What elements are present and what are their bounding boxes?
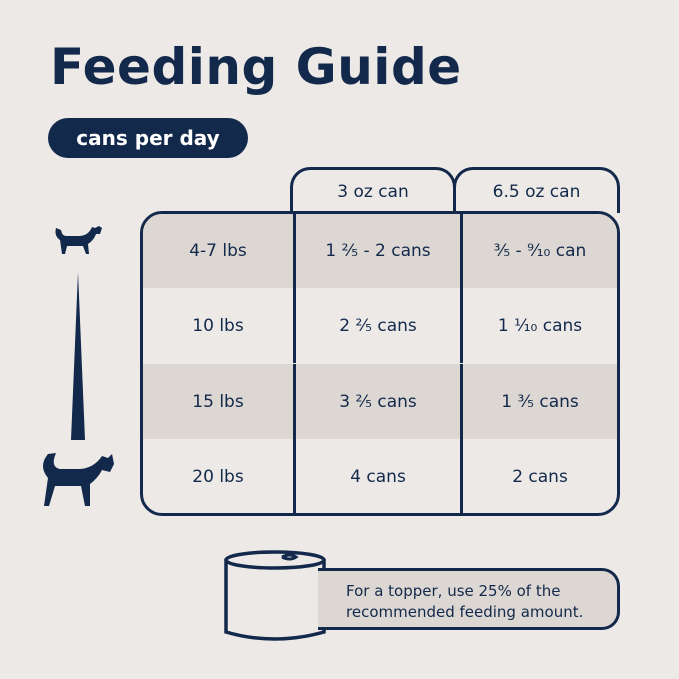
weight-cell: 4-7 lbs xyxy=(189,241,247,261)
topper-note: For a topper, use 25% of the recommended… xyxy=(318,568,620,630)
6-5oz-cell: ³⁄₅ - ⁹⁄₁₀ can xyxy=(460,214,617,288)
6-5oz-cell: 2 cans xyxy=(460,439,617,513)
column-header-6-5oz: 6.5 oz can xyxy=(453,167,620,213)
3oz-cell: 1 ²⁄₅ - 2 cans xyxy=(293,214,460,288)
table-row: 15 lbs 3 ²⁄₅ cans 1 ³⁄₅ cans xyxy=(143,364,617,439)
weight-cell: 10 lbs xyxy=(192,315,244,336)
large-cat-icon xyxy=(43,453,114,506)
weight-cell: 20 lbs xyxy=(192,466,244,487)
subtitle-badge: cans per day xyxy=(48,118,248,158)
6-5oz-cell: 1 ¹⁄₁₀ cans xyxy=(460,288,617,363)
6-5oz-cell: 1 ³⁄₅ cans xyxy=(460,364,617,439)
table-row: 4-7 lbs 1 ²⁄₅ - 2 cans ³⁄₅ - ⁹⁄₁₀ can xyxy=(143,214,617,288)
weight-scale-wedge-icon xyxy=(71,272,85,440)
page-title: Feeding Guide xyxy=(50,38,462,96)
table-row: 10 lbs 2 ²⁄₅ cans 1 ¹⁄₁₀ cans xyxy=(143,288,617,363)
weight-cell: 15 lbs xyxy=(192,391,244,412)
feeding-table: 4-7 lbs 1 ²⁄₅ - 2 cans ³⁄₅ - ⁹⁄₁₀ can 10… xyxy=(140,211,620,516)
3oz-cell: 4 cans xyxy=(293,439,460,513)
small-cat-icon xyxy=(55,226,102,254)
3oz-cell: 2 ²⁄₅ cans xyxy=(293,288,460,363)
can-icon xyxy=(224,550,326,641)
3oz-cell: 3 ²⁄₅ cans xyxy=(293,364,460,439)
table-row: 20 lbs 4 cans 2 cans xyxy=(143,439,617,513)
